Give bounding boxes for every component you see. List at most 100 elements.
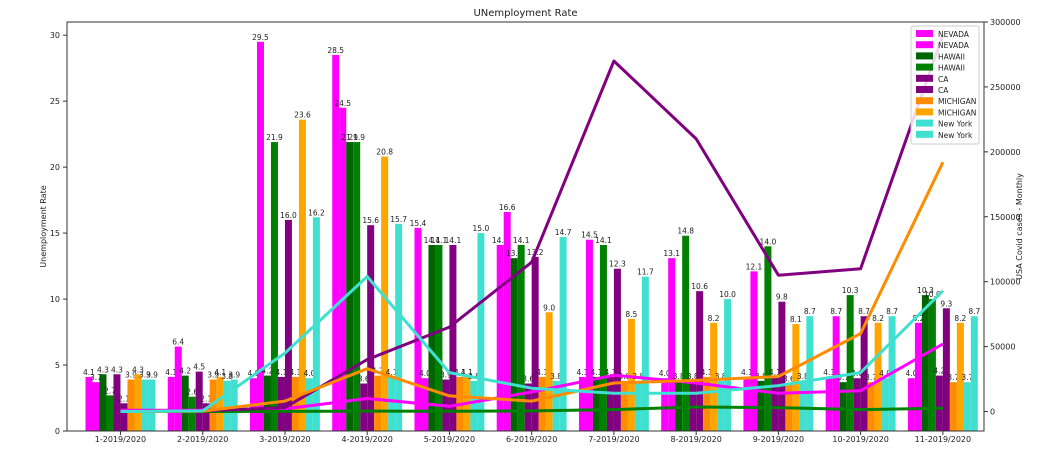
- bar: [881, 378, 889, 431]
- bar-value-label: 9.3: [940, 299, 952, 308]
- bar-value-label: 3.8: [673, 372, 685, 381]
- bar-value-label: 23.6: [294, 111, 311, 120]
- bar: [682, 235, 690, 431]
- bar-value-label: 15.6: [362, 216, 379, 225]
- bar: [99, 374, 107, 431]
- bar-value-label: 4.0: [905, 369, 917, 378]
- bar: [921, 295, 929, 431]
- bar: [956, 322, 964, 431]
- bar: [148, 379, 156, 431]
- bar-value-label: 21.9: [266, 133, 283, 142]
- bar-value-label: 8.2: [912, 314, 924, 323]
- bar-value-label: 4.1: [454, 368, 466, 377]
- bar: [388, 376, 396, 431]
- bar: [298, 119, 306, 431]
- bar-value-label: 6.4: [172, 338, 184, 347]
- bar-value-label: 4.1: [461, 368, 473, 377]
- bar-value-label: 15.7: [390, 215, 407, 224]
- x-tick-label: 7-2019/2020: [588, 435, 639, 444]
- bar-value-label: 3.6: [522, 375, 534, 384]
- bar: [860, 316, 868, 431]
- bar: [106, 395, 114, 431]
- y-tick-label: 10: [50, 295, 60, 304]
- bar: [764, 246, 772, 431]
- bar: [620, 380, 628, 431]
- x-tick-label: 1-2019/2020: [95, 435, 146, 444]
- bar: [559, 237, 567, 431]
- bar-value-label: 4.1: [576, 368, 588, 377]
- bar: [127, 379, 135, 431]
- bar-value-label: 14.1: [424, 236, 441, 245]
- bar-value-label: 9.0: [543, 303, 555, 312]
- legend-swatch: [916, 30, 933, 37]
- legend-label: NEVADA: [938, 30, 970, 39]
- bar: [599, 244, 607, 431]
- bar-value-label: 14.5: [581, 231, 598, 240]
- bar: [284, 219, 292, 431]
- bar-value-label: 4.5: [193, 363, 205, 372]
- bar-value-label: 12.3: [609, 260, 626, 269]
- bar-value-label: 8.2: [872, 314, 884, 323]
- y-tick-label: 25: [50, 97, 60, 106]
- y-tick-label: 0: [55, 427, 60, 436]
- bar: [963, 382, 971, 431]
- bar-value-label: 3.9: [440, 371, 452, 380]
- legend-label: CA: [938, 75, 949, 84]
- x-tick-label: 3-2019/2020: [259, 435, 310, 444]
- bar-value-label: 4.2: [261, 367, 273, 376]
- bar: [585, 239, 593, 431]
- bar: [668, 258, 676, 431]
- bar: [167, 376, 175, 431]
- bar-value-label: 2.1: [118, 394, 130, 403]
- bar: [531, 256, 539, 431]
- bar: [374, 375, 382, 431]
- bar-value-label: 15.4: [410, 219, 427, 228]
- legend-label: MICHIGAN: [938, 108, 976, 117]
- bar-value-label: 4.1: [823, 368, 835, 377]
- bar: [750, 271, 758, 431]
- bar-value-label: 10.3: [917, 286, 934, 295]
- bar: [181, 375, 189, 431]
- bar: [223, 380, 231, 431]
- y2-tick-label: 250000: [990, 83, 1021, 92]
- bar-value-label: 14.1: [431, 236, 448, 245]
- bar-value-label: 4.1: [289, 368, 301, 377]
- bar-value-label: 4.0: [659, 369, 671, 378]
- bar: [710, 322, 718, 431]
- bar: [230, 379, 238, 431]
- bar-value-label: 14.1: [513, 236, 530, 245]
- bar: [395, 223, 403, 431]
- x-tick-label: 11-2019/2020: [915, 435, 971, 444]
- bar-value-label: 3.9: [207, 371, 219, 380]
- bar: [928, 299, 936, 431]
- bar: [853, 378, 861, 431]
- bar: [799, 380, 807, 431]
- bar: [592, 376, 600, 431]
- bar-value-label: 4.1: [590, 368, 602, 377]
- bar: [496, 244, 504, 431]
- bar-value-label: 16.6: [499, 203, 516, 212]
- legend-swatch: [916, 119, 933, 127]
- bar-value-label: 4.0: [303, 369, 315, 378]
- bar-value-label: 4.3: [132, 365, 144, 374]
- y-tick-label: 20: [50, 163, 60, 172]
- bar: [360, 383, 368, 431]
- bar-value-label: 8.7: [968, 307, 980, 316]
- bar-value-label: 4.1: [604, 368, 616, 377]
- bar-value-label: 3.7: [90, 373, 102, 382]
- bar-value-label: 12.1: [746, 262, 763, 271]
- bar: [757, 380, 765, 431]
- bar: [606, 376, 614, 431]
- bar-value-label: 8.7: [830, 307, 842, 316]
- bar-value-label: 4.1: [769, 368, 781, 377]
- bar-value-label: 4.1: [214, 368, 226, 377]
- bar-value-label: 8.5: [625, 310, 637, 319]
- bar-value-label: 14.1: [445, 236, 462, 245]
- bar: [867, 382, 875, 431]
- x-tick-label: 8-2019/2020: [670, 435, 721, 444]
- bar-value-label: 14.0: [760, 237, 777, 246]
- bar-value-label: 15.0: [473, 224, 490, 233]
- bar-value-label: 13.1: [506, 249, 523, 258]
- bar: [277, 376, 285, 431]
- x-tick-label: 6-2019/2020: [506, 435, 557, 444]
